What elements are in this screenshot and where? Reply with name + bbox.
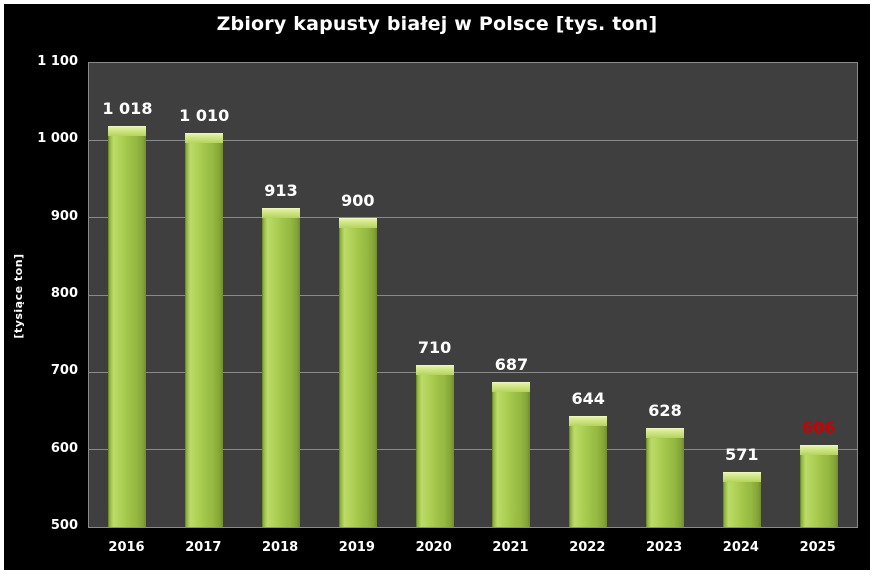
y-tick-label: 900 xyxy=(50,208,78,224)
bar-value-label: 606 xyxy=(801,418,836,438)
y-tick-label: 700 xyxy=(50,363,78,379)
x-tick-label: 2023 xyxy=(646,540,683,555)
bar-2019 xyxy=(338,217,377,527)
x-tick-label: 2021 xyxy=(492,540,529,555)
bar-2021 xyxy=(492,382,531,527)
bar-2018 xyxy=(262,207,300,527)
chart-title: Zbiory kapusty białej w Polsce [tys. ton… xyxy=(216,13,658,35)
y-tick-label: 600 xyxy=(50,440,78,456)
x-tick-label: 2022 xyxy=(569,540,606,555)
bar-2022 xyxy=(569,415,608,527)
bar-2024 xyxy=(722,472,761,527)
bar-2016 xyxy=(108,126,147,527)
bar-value-label: 913 xyxy=(264,180,298,200)
x-tick-label: 2017 xyxy=(185,540,222,555)
bar-value-label: 1 010 xyxy=(179,105,230,125)
x-tick-label: 2020 xyxy=(415,540,452,555)
bar-2020 xyxy=(415,364,454,527)
y-tick-label: 800 xyxy=(50,286,78,301)
x-tick-label: 2016 xyxy=(108,540,145,555)
plot-area: 1 018 1 010 913 900 710 687 644 628 571 606 xyxy=(88,62,858,528)
gridline xyxy=(89,139,857,141)
y-tick-label: 1 100 xyxy=(37,54,78,69)
x-tick-label: 2024 xyxy=(722,540,759,555)
x-tick-label: 2019 xyxy=(338,540,375,555)
bar-value-label: 687 xyxy=(494,355,529,375)
x-tick-label: 2025 xyxy=(799,540,836,555)
bar-2017 xyxy=(185,132,224,527)
bar-value-label: 644 xyxy=(571,388,605,408)
y-tick-label: 1 000 xyxy=(37,131,78,147)
bar-2023 xyxy=(646,428,684,527)
bar-value-label: 1 018 xyxy=(102,99,153,119)
bar-value-label: 900 xyxy=(341,190,375,210)
bar-value-label: 571 xyxy=(725,445,759,465)
chart-canvas: Zbiory kapusty białej w Polsce [tys. ton… xyxy=(4,4,870,570)
x-tick-label: 2018 xyxy=(262,540,299,555)
gridline xyxy=(89,371,857,373)
gridline xyxy=(89,217,857,219)
gridline xyxy=(89,449,857,451)
bar-value-label: 628 xyxy=(648,401,682,421)
bar-2025 xyxy=(799,445,838,527)
gridline xyxy=(89,294,857,296)
y-tick-label: 500 xyxy=(50,518,78,533)
bar-value-label: 710 xyxy=(417,337,452,357)
